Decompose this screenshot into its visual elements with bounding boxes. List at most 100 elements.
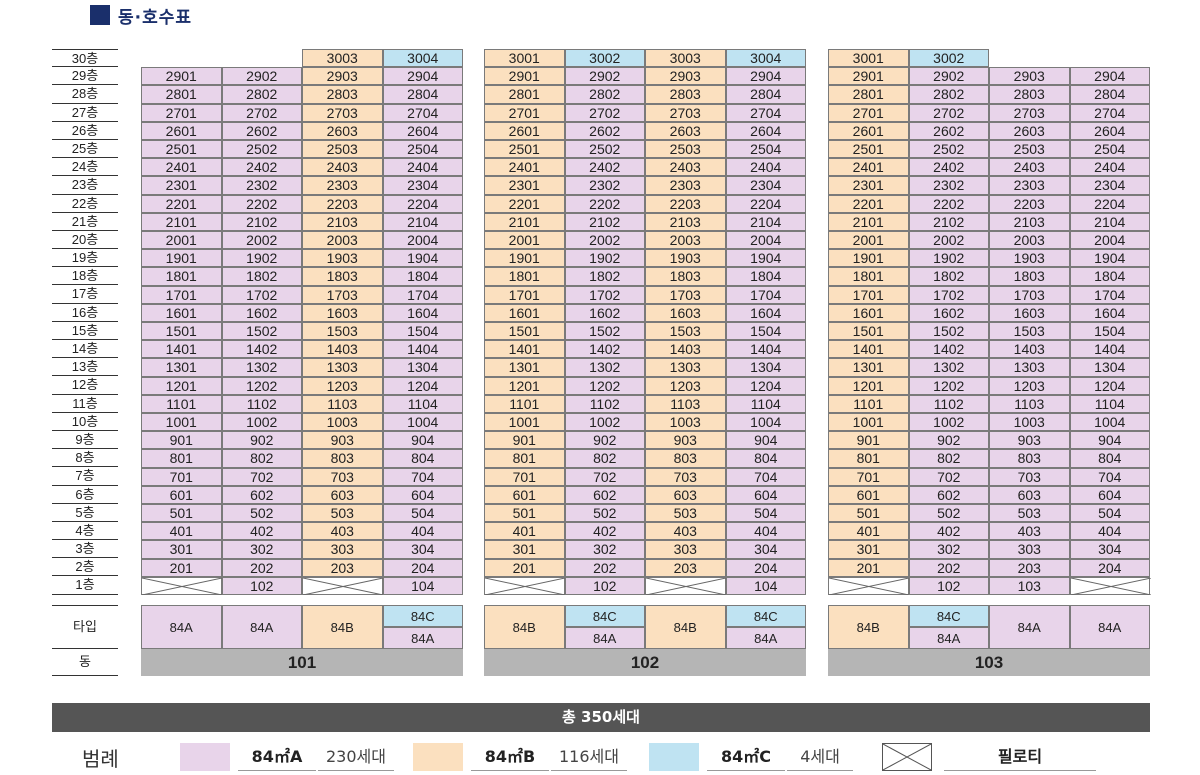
unit-cell: 2204	[382, 194, 463, 213]
unit-cell: 2904	[382, 67, 463, 86]
unit-cell: 902	[221, 431, 302, 450]
unit-cell: 1604	[1069, 303, 1150, 322]
unit-cell: 1704	[1069, 285, 1150, 304]
unit-cell: 201	[828, 558, 909, 577]
legend-title: 범례	[82, 747, 119, 771]
legend-count-84a: 230세대	[318, 743, 394, 771]
unit-cell: 1302	[564, 358, 645, 377]
unit-cell: 504	[382, 504, 463, 523]
unit-cell: 2303	[645, 176, 726, 195]
unit-cell: 1404	[1069, 340, 1150, 359]
unit-cell: 2802	[564, 85, 645, 104]
unit-cell: 502	[564, 504, 645, 523]
floor-label: 1층	[52, 576, 118, 595]
unit-cell: 2203	[989, 194, 1070, 213]
unit-cell: 404	[382, 522, 463, 541]
unit-cell: 301	[141, 540, 222, 559]
unit-cell: 2701	[828, 103, 909, 122]
unit-cell: 2702	[564, 103, 645, 122]
unit-cell: 2402	[564, 158, 645, 177]
unit-cell: 701	[141, 467, 222, 486]
unit-cell: 104	[382, 576, 463, 595]
unit-cell: 1503	[302, 322, 383, 341]
unit-cell: 1203	[302, 376, 383, 395]
unit-cell: 1402	[221, 340, 302, 359]
unit-cell: 2903	[989, 67, 1070, 86]
legend-size-84c: 84㎡C	[707, 743, 785, 771]
unit-cell: 2503	[989, 140, 1070, 159]
unit-cell: 601	[484, 485, 565, 504]
unit-cell: 1002	[221, 413, 302, 432]
unit-cell: 2703	[302, 103, 383, 122]
floor-label: 27층	[52, 104, 118, 122]
unit-cell: 1502	[564, 322, 645, 341]
unit-cell: 904	[382, 431, 463, 450]
unit-cell: 2202	[908, 194, 989, 213]
unit-cell: 2901	[141, 67, 222, 86]
unit-cell: 203	[989, 558, 1070, 577]
unit-cell: 1703	[645, 285, 726, 304]
unit-cell: 2902	[908, 67, 989, 86]
type-cell: 84A	[564, 627, 645, 649]
unit-cell: 804	[1069, 449, 1150, 468]
unit-cell: 2003	[302, 231, 383, 250]
floor-label: 20층	[52, 231, 118, 250]
unit-cell: 2604	[1069, 121, 1150, 140]
unit-cell: 302	[908, 540, 989, 559]
unit-cell: 503	[302, 504, 383, 523]
unit-cell: 304	[382, 540, 463, 559]
unit-cell: 1501	[141, 322, 222, 341]
type-cell: 84B	[302, 605, 383, 649]
type-cell: 84A	[908, 627, 989, 649]
unit-cell: 1601	[828, 303, 909, 322]
unit-cell: 1903	[989, 249, 1070, 268]
floor-label: 3층	[52, 540, 118, 559]
unit-cell: 103	[989, 576, 1070, 595]
unit-cell: 1701	[141, 285, 222, 304]
unit-cell: 2403	[302, 158, 383, 177]
dong-name-bar: 103	[828, 649, 1150, 676]
unit-cell: 703	[302, 467, 383, 486]
unit-cell: 1003	[989, 413, 1070, 432]
unit-cell: 403	[302, 522, 383, 541]
unit-cell: 1501	[484, 322, 565, 341]
unit-cell: 202	[908, 558, 989, 577]
unit-cell: 1401	[484, 340, 565, 359]
unit-cell: 1904	[1069, 249, 1150, 268]
unit-cell: 1104	[382, 394, 463, 413]
unit-cell: 1403	[302, 340, 383, 359]
unit-cell: 2401	[828, 158, 909, 177]
unit-cell: 1501	[828, 322, 909, 341]
unit-cell: 2203	[645, 194, 726, 213]
unit-cell: 1402	[908, 340, 989, 359]
unit-cell: 2603	[645, 121, 726, 140]
unit-cell: 2904	[1069, 67, 1150, 86]
unit-grid: 2901 2801 2701 2601 2501 2401 2301 2201 2101 2001…	[141, 48, 463, 595]
floor-label: 17층	[52, 285, 118, 304]
unit-cell: 1702	[221, 285, 302, 304]
unit-cell: 2001	[484, 231, 565, 250]
dong-row-label: 동	[52, 649, 118, 676]
unit-cell: 1602	[221, 303, 302, 322]
unit-cell: 1303	[645, 358, 726, 377]
unit-cell: 904	[725, 431, 806, 450]
unit-cell: 3004	[382, 49, 463, 68]
unit-cell: 501	[828, 504, 909, 523]
unit-cell: 1004	[725, 413, 806, 432]
unit-cell: 503	[645, 504, 726, 523]
unit-cell: 2002	[564, 231, 645, 250]
unit-cell: 102	[564, 576, 645, 595]
unit-cell: 1201	[141, 376, 222, 395]
unit-cell: 1303	[989, 358, 1070, 377]
unit-cell: 2302	[221, 176, 302, 195]
type-cell: 84A	[221, 605, 302, 649]
unit-cell: 804	[725, 449, 806, 468]
unit-cell: 704	[1069, 467, 1150, 486]
unit-cell: 2502	[908, 140, 989, 159]
unit-cell: 1801	[484, 267, 565, 286]
unit-cell: 2304	[1069, 176, 1150, 195]
unit-cell: 1502	[908, 322, 989, 341]
unit-cell: 2002	[221, 231, 302, 250]
unit-cell: 704	[382, 467, 463, 486]
unit-cell: 1504	[725, 322, 806, 341]
